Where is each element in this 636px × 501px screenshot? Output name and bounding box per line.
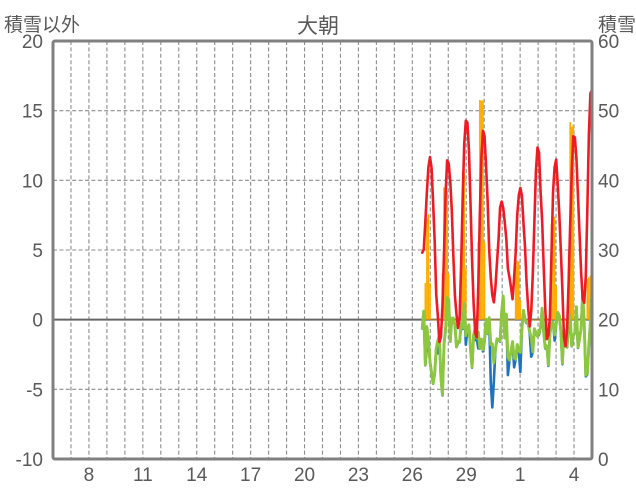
- svg-text:1: 1: [515, 465, 526, 486]
- svg-text:-5: -5: [26, 380, 43, 401]
- svg-text:4: 4: [569, 465, 580, 486]
- svg-text:14: 14: [186, 465, 208, 486]
- svg-text:15: 15: [22, 102, 43, 123]
- svg-text:20: 20: [22, 32, 43, 53]
- svg-text:40: 40: [598, 171, 619, 192]
- svg-text:11: 11: [133, 465, 153, 486]
- svg-text:60: 60: [598, 32, 619, 53]
- svg-text:10: 10: [22, 171, 43, 192]
- svg-text:17: 17: [240, 465, 261, 486]
- svg-text:50: 50: [598, 102, 619, 123]
- svg-text:8: 8: [84, 465, 95, 486]
- svg-text:20: 20: [294, 465, 315, 486]
- svg-text:26: 26: [402, 465, 423, 486]
- svg-text:20: 20: [598, 311, 619, 332]
- svg-text:30: 30: [598, 241, 619, 262]
- svg-text:0: 0: [32, 311, 43, 332]
- svg-text:5: 5: [32, 241, 43, 262]
- svg-text:23: 23: [348, 465, 369, 486]
- svg-text:10: 10: [598, 380, 619, 401]
- svg-text:29: 29: [456, 465, 477, 486]
- svg-text:-10: -10: [16, 450, 43, 471]
- svg-text:0: 0: [598, 450, 609, 471]
